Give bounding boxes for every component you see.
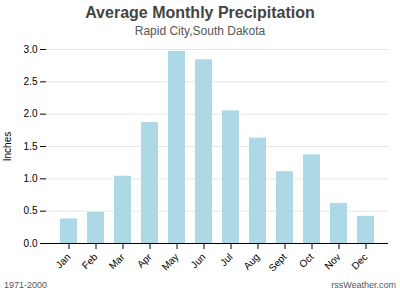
svg-text:1.0: 1.0	[24, 173, 38, 184]
svg-text:May: May	[160, 251, 181, 272]
svg-text:Feb: Feb	[80, 251, 100, 271]
svg-text:Jan: Jan	[53, 251, 72, 270]
svg-text:Mar: Mar	[107, 251, 127, 271]
svg-text:Apr: Apr	[135, 251, 154, 270]
svg-text:3.0: 3.0	[24, 44, 38, 55]
svg-text:Jul: Jul	[218, 251, 235, 268]
svg-text:2.0: 2.0	[24, 108, 38, 119]
svg-text:Oct: Oct	[297, 251, 316, 270]
svg-text:Jun: Jun	[188, 251, 207, 270]
svg-text:2.5: 2.5	[24, 76, 38, 87]
svg-text:Nov: Nov	[322, 251, 342, 271]
svg-text:0.0: 0.0	[24, 238, 38, 249]
html-text:1971-2000: 1971-2000	[4, 280, 47, 290]
svg-text:Sept: Sept	[266, 251, 288, 273]
html-text:Rapid City,South Dakota: Rapid City,South Dakota	[134, 24, 266, 38]
svg-text:0.5: 0.5	[24, 205, 38, 216]
svg-text:1.5: 1.5	[24, 141, 38, 152]
svg-text:Dec: Dec	[349, 251, 369, 271]
svg-text:Aug: Aug	[241, 251, 261, 271]
html-text:rssWeather.com: rssWeather.com	[331, 280, 396, 290]
html-text:Average Monthly Precipitation: Average Monthly Precipitation	[85, 4, 315, 21]
svg-text:Inches: Inches	[2, 132, 13, 161]
